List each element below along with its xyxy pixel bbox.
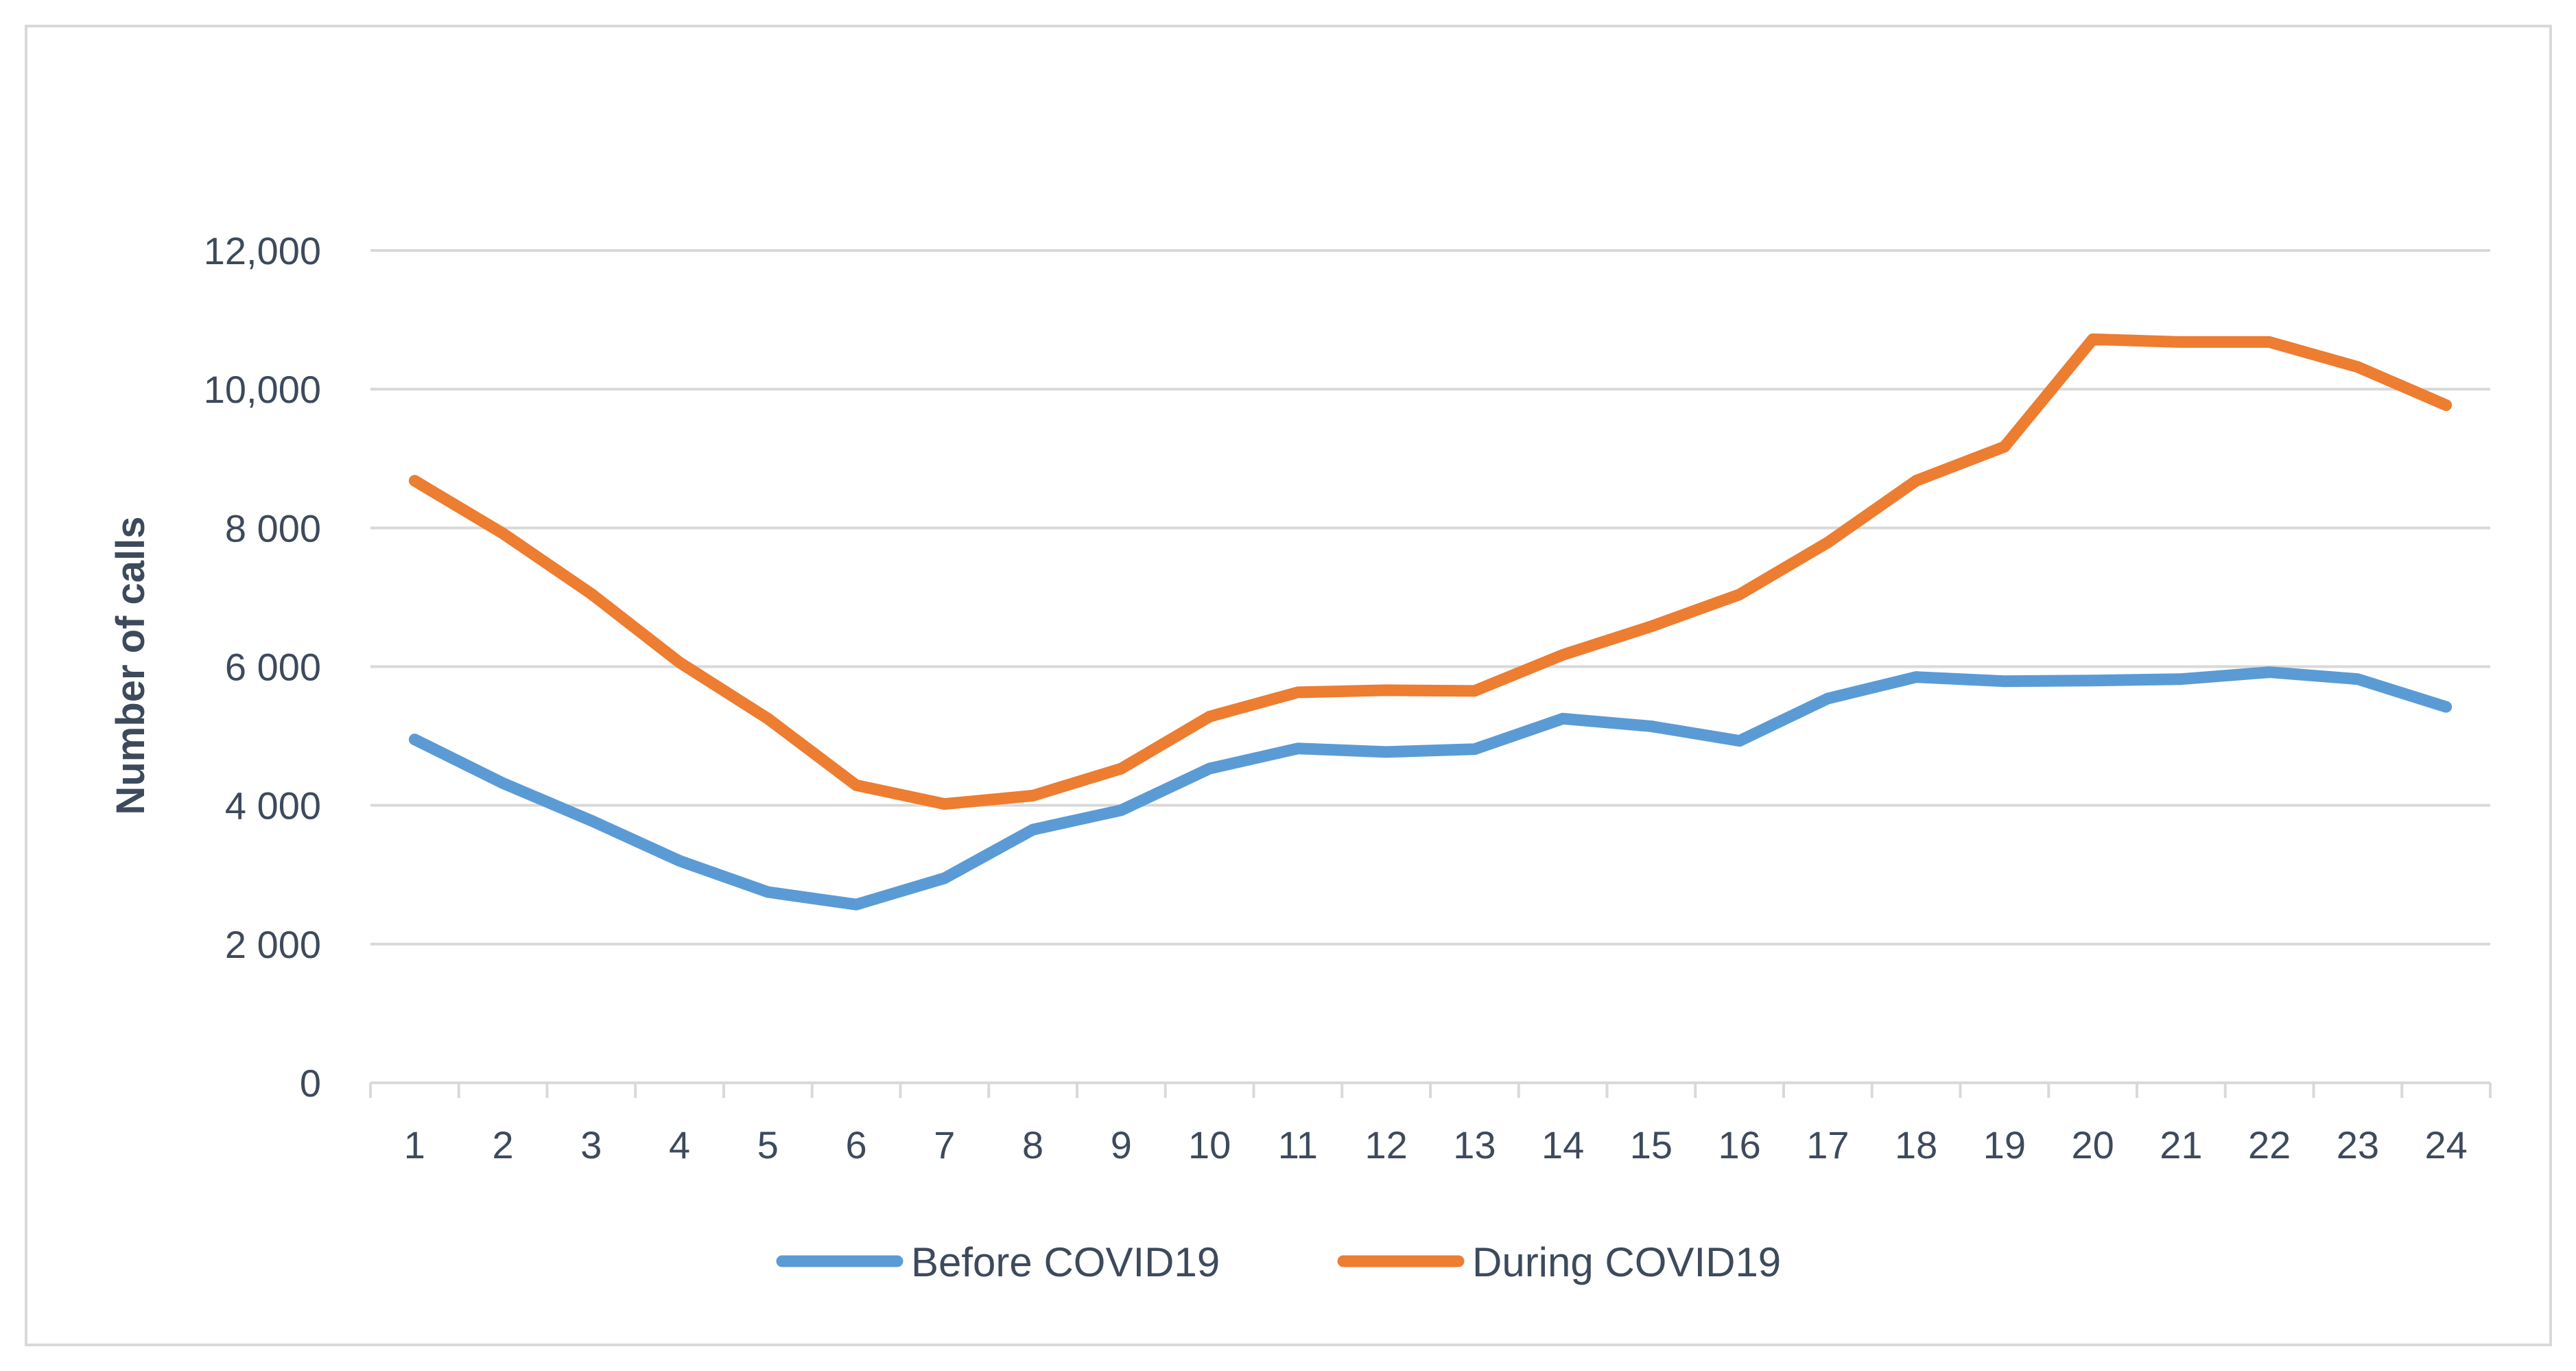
- x-tick-label: 3: [580, 1123, 602, 1167]
- data-point: [497, 777, 509, 789]
- x-axis: [369, 1081, 2492, 1098]
- y-axis-title: Number of calls: [108, 516, 153, 815]
- data-point: [1822, 537, 1834, 548]
- data-point: [1204, 711, 1216, 723]
- x-tick-label: 24: [2424, 1123, 2467, 1167]
- x-tick-label: 2: [493, 1123, 514, 1167]
- x-tick-label: 21: [2160, 1123, 2202, 1167]
- data-point: [2440, 701, 2452, 713]
- data-point: [938, 798, 950, 810]
- data-point: [938, 872, 950, 884]
- gridlines: [370, 249, 2490, 946]
- y-tick-label: 6 000: [225, 646, 321, 689]
- data-point: [1557, 649, 1569, 661]
- data-point: [1292, 686, 1303, 698]
- data-point: [1115, 804, 1127, 816]
- data-point: [585, 588, 597, 600]
- data-point: [674, 657, 685, 668]
- data-point: [1998, 441, 2010, 453]
- x-tick-label: 20: [2071, 1123, 2114, 1167]
- legend-label: Before COVID19: [911, 1239, 1220, 1285]
- y-tick-label: 2 000: [225, 923, 321, 966]
- data-point: [762, 713, 774, 725]
- x-tick-label: 10: [1188, 1123, 1231, 1167]
- data-point: [1998, 675, 2010, 687]
- data-point: [851, 780, 862, 791]
- x-tick-label: 16: [1718, 1123, 1760, 1167]
- data-point: [409, 734, 421, 745]
- data-point: [2264, 336, 2276, 348]
- x-tick-label: 14: [1541, 1123, 1584, 1167]
- data-point: [2175, 336, 2187, 348]
- x-tick-label: 17: [1806, 1123, 1849, 1167]
- data-point: [2440, 399, 2452, 411]
- data-point: [2087, 333, 2099, 345]
- data-point: [2352, 361, 2363, 373]
- x-tick-label: 6: [846, 1123, 867, 1167]
- data-point: [1911, 671, 1922, 683]
- data-point: [2087, 675, 2099, 686]
- data-point: [585, 815, 597, 826]
- y-tick-label: 12,000: [204, 229, 321, 272]
- data-point: [1380, 746, 1392, 758]
- series-line-during-covid19: [408, 333, 2453, 810]
- data-point: [2175, 673, 2187, 685]
- data-point: [1115, 763, 1127, 775]
- data-point: [2264, 666, 2276, 678]
- x-tick-label: 22: [2248, 1123, 2291, 1167]
- x-tick-label: 23: [2337, 1123, 2379, 1167]
- x-tick-label: 9: [1111, 1123, 1132, 1167]
- chart-frame: [25, 25, 2552, 1346]
- x-tick-label: 13: [1453, 1123, 1496, 1167]
- data-point: [1292, 742, 1303, 754]
- data-point: [409, 475, 421, 487]
- data-point: [1557, 713, 1569, 725]
- x-tick-label: 18: [1895, 1123, 1937, 1167]
- data-point: [851, 899, 862, 911]
- data-point: [2352, 673, 2363, 685]
- x-tick-label: 7: [934, 1123, 955, 1167]
- data-point: [674, 855, 685, 867]
- data-point: [762, 887, 774, 898]
- series-line-before-covid19: [408, 666, 2453, 911]
- data-point: [1469, 743, 1480, 755]
- data-point: [1911, 475, 1922, 487]
- data-point: [1204, 763, 1216, 775]
- x-tick-label: 4: [669, 1123, 690, 1167]
- legend: Before COVID19 During COVID19: [776, 1239, 1781, 1285]
- y-tick-label: 10,000: [204, 368, 321, 411]
- legend-label: During COVID19: [1472, 1239, 1781, 1285]
- x-tick-label: 1: [404, 1123, 425, 1167]
- data-point: [1469, 685, 1480, 696]
- x-tick-label: 19: [1983, 1123, 2026, 1167]
- data-point: [1822, 692, 1834, 704]
- x-tick-label: 5: [757, 1123, 779, 1167]
- y-axis-tick-labels: 0 2 000 4 000 6 000 8 000 10,000 12,000: [204, 229, 321, 1105]
- x-tick-label: 12: [1364, 1123, 1407, 1167]
- x-tick-label: 15: [1630, 1123, 1673, 1167]
- y-tick-label: 0: [300, 1062, 321, 1105]
- data-point: [1645, 620, 1657, 632]
- data-point: [1380, 684, 1392, 696]
- x-tick-label: 8: [1022, 1123, 1043, 1167]
- y-tick-label: 8 000: [225, 506, 321, 550]
- x-tick-label: 11: [1278, 1123, 1318, 1167]
- data-point: [1027, 824, 1039, 836]
- series-lines: [408, 333, 2453, 911]
- data-point: [1027, 790, 1039, 801]
- data-point: [1734, 735, 1745, 747]
- data-point: [1734, 589, 1745, 600]
- y-tick-label: 4 000: [225, 784, 321, 828]
- data-point: [1645, 720, 1657, 732]
- x-axis-tick-labels: 1 2 3 4 5 6 7 8 9 10 11 12 13 14 15 16 17 18 19 20 21 22 23 24: [404, 1123, 2468, 1167]
- data-point: [497, 528, 509, 539]
